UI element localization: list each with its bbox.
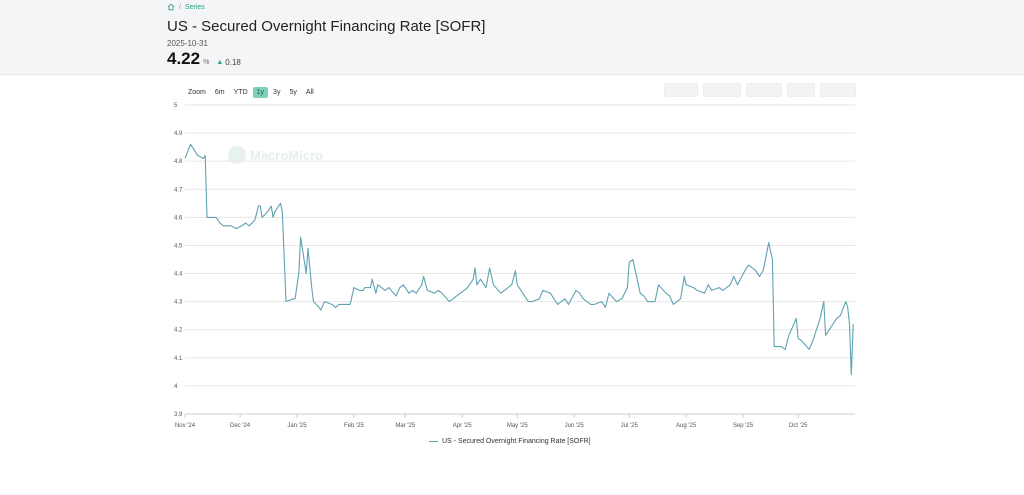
x-tick-label: Jul '25	[621, 423, 639, 429]
latest-date: 2025-10-31	[167, 39, 208, 48]
breadcrumb-series-link[interactable]: Series	[184, 3, 205, 11]
home-icon[interactable]	[167, 3, 175, 11]
x-tick-label: Jun '25	[565, 423, 585, 429]
legend-series-label: US - Secured Overnight Financing Rate [S…	[442, 438, 591, 445]
value-unit: %	[203, 59, 210, 66]
x-tick-label: Jan '25	[287, 423, 307, 429]
watermark-logo-icon	[228, 146, 246, 164]
y-tick-label: 4.9	[174, 131, 183, 137]
zoom-label: Zoom	[188, 89, 206, 96]
y-tick-label: 4.1	[174, 356, 183, 362]
value-change: ▲ 0.18	[216, 58, 241, 67]
breadcrumb-separator: /	[179, 3, 181, 11]
zoom-3y-button[interactable]: 3y	[273, 89, 281, 96]
x-tick-label: Sep '25	[733, 423, 754, 429]
latest-value-row: 4.22 % ▲ 0.18	[167, 49, 241, 69]
zoom-ytd-button[interactable]: YTD	[233, 89, 248, 96]
y-tick-label: 4.7	[174, 187, 183, 193]
x-tick-label: Apr '25	[453, 423, 472, 429]
zoom-selector: Zoom 6m YTD 1y 3y 5y All	[188, 87, 318, 98]
watermark-text: MacroMicro	[250, 147, 323, 163]
y-tick-label: 4.2	[174, 328, 183, 334]
x-tick-label: Aug '25	[676, 423, 697, 429]
y-tick-label: 4.4	[174, 272, 183, 278]
y-tick-label: 5	[174, 103, 178, 109]
y-tick-label: 3.9	[174, 412, 183, 418]
toolbar-button-2[interactable]	[703, 83, 741, 97]
watermark: MacroMicro	[228, 146, 323, 164]
x-tick-label: Mar '25	[395, 423, 415, 429]
zoom-6m-button[interactable]: 6m	[214, 89, 225, 96]
chart-toolbar	[664, 83, 856, 97]
x-tick-label: Feb '25	[344, 423, 364, 429]
toolbar-button-4[interactable]	[787, 83, 815, 97]
zoom-all-button[interactable]: All	[305, 89, 314, 96]
breadcrumb: / Series	[167, 3, 205, 11]
y-tick-label: 4.6	[174, 215, 183, 221]
zoom-1y-button[interactable]: 1y	[252, 87, 269, 98]
page-header: / Series US - Secured Overnight Financin…	[0, 0, 1024, 75]
y-tick-label: 4.8	[174, 159, 183, 165]
series-line[interactable]	[184, 143, 854, 376]
up-arrow-icon: ▲	[216, 59, 224, 66]
chart-legend[interactable]: US - Secured Overnight Financing Rate [S…	[429, 438, 591, 445]
y-tick-label: 4.5	[174, 243, 183, 249]
toolbar-button-1[interactable]	[664, 83, 698, 97]
y-tick-label: 4.3	[174, 300, 183, 306]
x-tick-label: Dec '24	[230, 423, 251, 429]
legend-line-swatch	[429, 440, 438, 443]
y-tick-label: 4	[174, 384, 178, 390]
toolbar-button-3[interactable]	[746, 83, 782, 97]
x-tick-label: Nov '24	[175, 423, 196, 429]
latest-value: 4.22	[167, 49, 201, 68]
x-tick-label: May '25	[507, 423, 528, 429]
page-title: US - Secured Overnight Financing Rate [S…	[167, 18, 486, 35]
toolbar-button-5[interactable]	[820, 83, 856, 97]
change-amount: 0.18	[225, 58, 241, 67]
zoom-5y-button[interactable]: 5y	[289, 89, 297, 96]
x-tick-label: Oct '25	[789, 423, 808, 429]
